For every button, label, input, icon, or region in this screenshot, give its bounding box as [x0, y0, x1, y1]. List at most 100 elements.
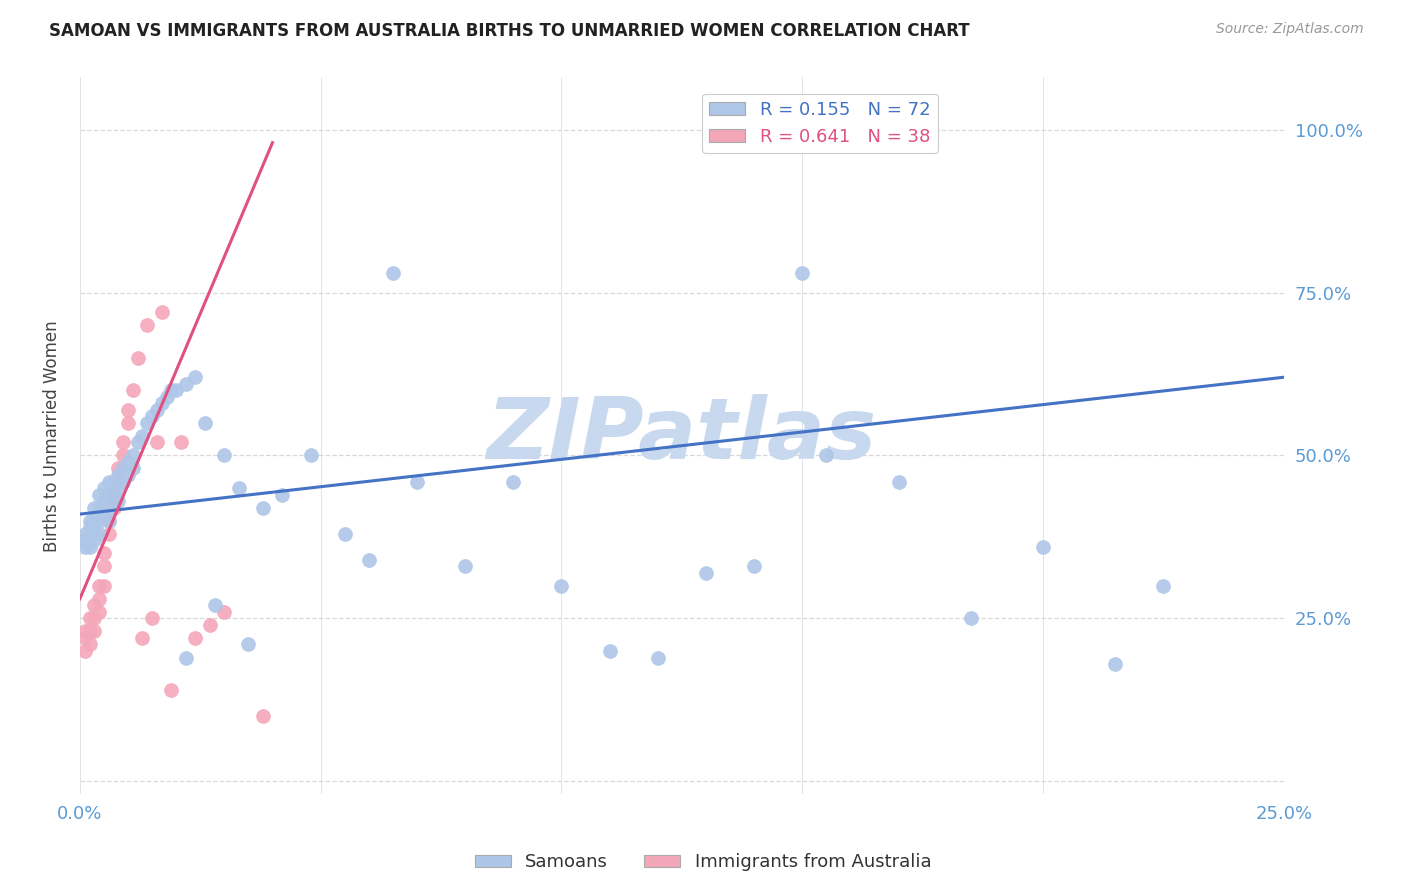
- Text: ZIPatlas: ZIPatlas: [486, 394, 877, 477]
- Point: [83, 599, 105, 613]
- Point: [73, 526, 96, 541]
- Point: [252, 709, 274, 723]
- Point: [150, 396, 173, 410]
- Point: [117, 468, 139, 483]
- Point: [93, 546, 115, 560]
- Point: [815, 449, 838, 463]
- Point: [73, 540, 96, 554]
- Point: [214, 605, 236, 619]
- Point: [647, 650, 669, 665]
- Point: [357, 553, 380, 567]
- Point: [73, 644, 96, 658]
- Point: [93, 481, 115, 495]
- Point: [214, 449, 236, 463]
- Point: [112, 461, 135, 475]
- Point: [131, 429, 153, 443]
- Point: [1152, 579, 1174, 593]
- Point: [887, 475, 910, 489]
- Point: [89, 579, 111, 593]
- Point: [194, 416, 217, 430]
- Point: [204, 599, 226, 613]
- Point: [79, 611, 101, 625]
- Point: [238, 637, 260, 651]
- Point: [103, 494, 125, 508]
- Point: [112, 435, 135, 450]
- Legend: R = 0.155   N = 72, R = 0.641   N = 38: R = 0.155 N = 72, R = 0.641 N = 38: [702, 94, 938, 153]
- Text: SAMOAN VS IMMIGRANTS FROM AUSTRALIA BIRTHS TO UNMARRIED WOMEN CORRELATION CHART: SAMOAN VS IMMIGRANTS FROM AUSTRALIA BIRT…: [49, 22, 970, 40]
- Text: Source: ZipAtlas.com: Source: ZipAtlas.com: [1216, 22, 1364, 37]
- Point: [599, 644, 621, 658]
- Point: [73, 624, 96, 639]
- Point: [103, 487, 125, 501]
- Point: [1032, 540, 1054, 554]
- Point: [117, 416, 139, 430]
- Point: [79, 514, 101, 528]
- Point: [107, 494, 129, 508]
- Point: [97, 487, 120, 501]
- Point: [79, 540, 101, 554]
- Point: [127, 435, 149, 450]
- Point: [89, 514, 111, 528]
- Point: [174, 376, 197, 391]
- Point: [141, 409, 163, 424]
- Point: [454, 559, 477, 574]
- Point: [136, 318, 159, 332]
- Point: [121, 461, 143, 475]
- Point: [89, 605, 111, 619]
- Point: [83, 624, 105, 639]
- Point: [93, 559, 115, 574]
- Point: [79, 526, 101, 541]
- Point: [333, 526, 356, 541]
- Point: [117, 402, 139, 417]
- Point: [121, 384, 143, 398]
- Point: [73, 631, 96, 645]
- Point: [170, 435, 193, 450]
- Point: [112, 475, 135, 489]
- Point: [107, 468, 129, 483]
- Point: [174, 650, 197, 665]
- Point: [136, 416, 159, 430]
- Point: [550, 579, 572, 593]
- Point: [89, 500, 111, 515]
- Point: [146, 435, 169, 450]
- Point: [198, 618, 221, 632]
- Point: [121, 449, 143, 463]
- Point: [89, 526, 111, 541]
- Point: [146, 402, 169, 417]
- Point: [89, 591, 111, 606]
- Point: [271, 487, 294, 501]
- Point: [83, 514, 105, 528]
- Point: [89, 487, 111, 501]
- Point: [252, 500, 274, 515]
- Point: [117, 455, 139, 469]
- Point: [131, 631, 153, 645]
- Point: [93, 579, 115, 593]
- Point: [103, 500, 125, 515]
- Point: [107, 481, 129, 495]
- Point: [742, 559, 765, 574]
- Point: [83, 611, 105, 625]
- Point: [103, 487, 125, 501]
- Point: [79, 520, 101, 534]
- Point: [97, 500, 120, 515]
- Point: [502, 475, 524, 489]
- Point: [97, 514, 120, 528]
- Point: [83, 500, 105, 515]
- Point: [695, 566, 717, 580]
- Point: [381, 266, 404, 280]
- Point: [1104, 657, 1126, 671]
- Point: [79, 637, 101, 651]
- Point: [406, 475, 429, 489]
- Legend: Samoans, Immigrants from Australia: Samoans, Immigrants from Australia: [467, 847, 939, 879]
- Point: [79, 624, 101, 639]
- Point: [97, 526, 120, 541]
- Point: [160, 384, 183, 398]
- Point: [73, 533, 96, 548]
- Point: [184, 370, 207, 384]
- Point: [228, 481, 250, 495]
- Point: [97, 514, 120, 528]
- Point: [93, 494, 115, 508]
- Point: [83, 533, 105, 548]
- Point: [107, 461, 129, 475]
- Y-axis label: Births to Unmarried Women: Births to Unmarried Women: [44, 320, 60, 552]
